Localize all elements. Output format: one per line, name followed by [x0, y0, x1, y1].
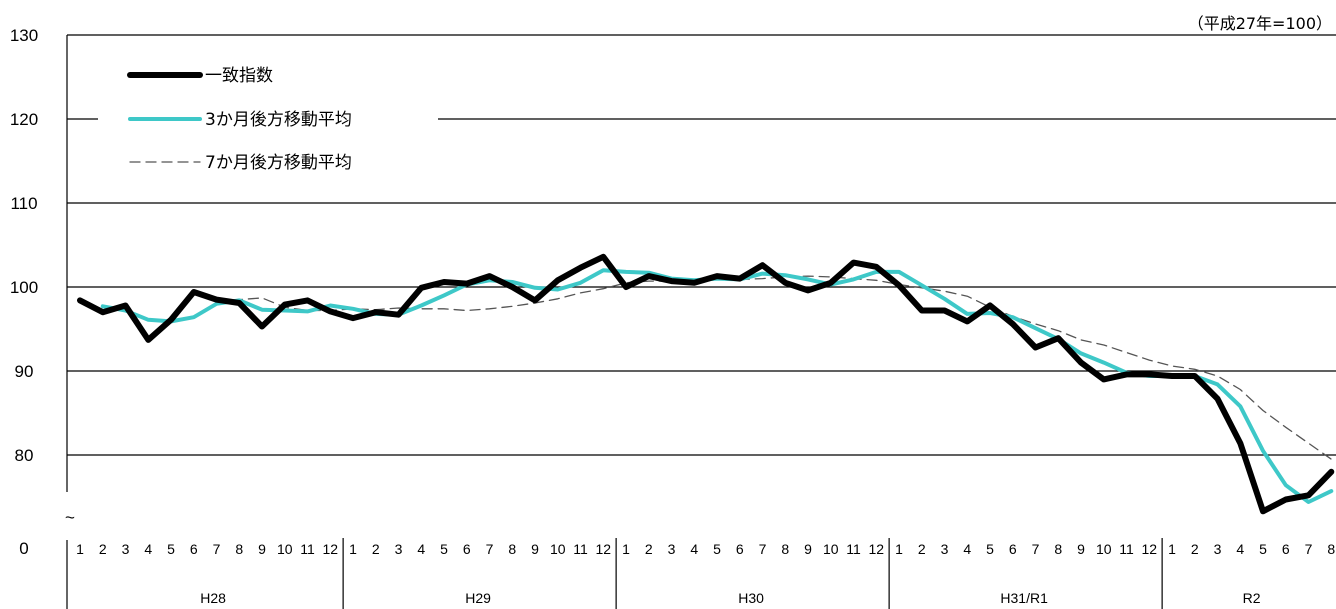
x-tick-label: 10 [1096, 541, 1112, 557]
y-tick-label: 90 [15, 362, 34, 381]
series-lines [77, 253, 1335, 515]
x-tick-label: 5 [713, 541, 721, 557]
x-tick-label: 8 [781, 541, 789, 557]
x-tick-label: 11 [846, 541, 861, 557]
x-tick-label: 6 [736, 541, 744, 557]
x-tick-label: 1 [349, 541, 357, 557]
x-tick-label: 3 [1214, 541, 1222, 557]
x-tick-label: 4 [1236, 541, 1244, 557]
legend-label: 3か月後方移動平均 [205, 110, 352, 130]
x-tick-label: 4 [417, 541, 425, 557]
x-tick-label: 9 [531, 541, 539, 557]
x-tick-label: 1 [1168, 541, 1176, 557]
x-tick-label: 5 [167, 541, 175, 557]
x-tick-label: 4 [690, 541, 698, 557]
x-tick-label: 3 [668, 541, 676, 557]
legend-label: 7か月後方移動平均 [205, 153, 352, 173]
x-tick-label: 11 [573, 541, 588, 557]
legend: 一致指数 3か月後方移動平均 7か月後方移動平均 [98, 55, 438, 185]
x-tick-label: 6 [463, 541, 471, 557]
x-tick-label: 2 [645, 541, 653, 557]
x-tick-label: 9 [1077, 541, 1085, 557]
x-tick-label: 2 [1191, 541, 1199, 557]
x-tick-label: 8 [508, 541, 516, 557]
x-tick-label: 1 [622, 541, 630, 557]
y-tick-label: 0 [19, 539, 28, 558]
x-tick-label: 5 [1259, 541, 1267, 557]
year-label: H29 [465, 590, 491, 606]
x-tick-label: 7 [759, 541, 767, 557]
y-tick-label: 100 [10, 278, 38, 297]
x-tick-label: 4 [144, 541, 152, 557]
x-tick-label: 11 [1119, 541, 1134, 557]
year-label: H30 [738, 590, 764, 606]
unit-note: （平成27年=100） [1188, 14, 1332, 33]
x-tick-label: 1 [76, 541, 84, 557]
y-tick-label: 110 [10, 194, 37, 213]
x-tick-label: 3 [122, 541, 130, 557]
x-tick-label: 12 [1141, 541, 1157, 557]
x-tick-label: 12 [595, 541, 611, 557]
x-tick-label: 8 [235, 541, 243, 557]
x-axis: 1 2 3 4 5 6 7 8 9 10 11 12 1 2 3 4 5 6 7 8 9 10 11 12 1 2 3 4 5 6 7 8 9 1… [76, 538, 1335, 609]
y-tick-label: 80 [15, 446, 34, 465]
series-line [77, 253, 1335, 515]
x-tick-label: 10 [277, 541, 293, 557]
x-tick-label: 8 [1327, 541, 1335, 557]
x-tick-label: 6 [1282, 541, 1290, 557]
year-label: R2 [1243, 590, 1261, 606]
x-tick-label: 9 [258, 541, 266, 557]
year-label: H28 [200, 590, 226, 606]
x-tick-label: 2 [99, 541, 107, 557]
x-tick-label: 8 [1054, 541, 1062, 557]
legend-label: 一致指数 [205, 66, 273, 86]
x-tick-label: 10 [550, 541, 566, 557]
x-tick-label: 12 [322, 541, 338, 557]
x-tick-label: 12 [868, 541, 884, 557]
x-tick-label: 6 [1009, 541, 1017, 557]
y-tick-label: 130 [10, 26, 38, 45]
x-tick-label: 11 [300, 541, 315, 557]
x-tick-label: 4 [963, 541, 971, 557]
x-tick-label: 6 [190, 541, 198, 557]
x-tick-label: 9 [804, 541, 812, 557]
x-tick-label: 5 [986, 541, 994, 557]
x-tick-label: 2 [372, 541, 380, 557]
x-tick-label: 7 [1032, 541, 1040, 557]
axis-break-symbol: ~ [65, 508, 75, 527]
y-axis: 130 120 110 100 90 80 0 [10, 26, 68, 609]
x-tick-label: 5 [440, 541, 448, 557]
x-tick-label: 10 [823, 541, 839, 557]
x-tick-label: 3 [395, 541, 403, 557]
x-tick-label: 7 [486, 541, 494, 557]
x-tick-label: 1 [895, 541, 903, 557]
year-label: H31/R1 [1000, 590, 1048, 606]
y-tick-label: 120 [10, 110, 38, 129]
x-tick-label: 2 [918, 541, 926, 557]
x-tick-label: 7 [213, 541, 221, 557]
x-tick-label: 7 [1305, 541, 1313, 557]
x-tick-label: 3 [941, 541, 949, 557]
series-line [215, 275, 1332, 460]
